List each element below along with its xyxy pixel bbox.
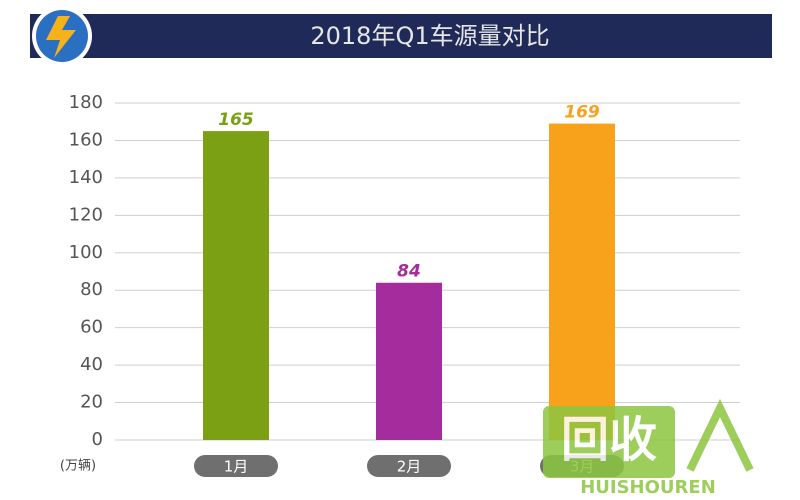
x-tick-label: 1月: [224, 458, 249, 476]
plot: 0204060801001201401601801651月842月1693月: [69, 92, 740, 477]
category-pill: [194, 455, 278, 477]
watermark-shape: [686, 398, 754, 472]
y-tick-label: 140: [69, 167, 103, 188]
x-tick-label: 2月: [397, 458, 422, 476]
watermark-box: [543, 406, 675, 478]
value-label: 84: [397, 262, 421, 282]
y-tick-label: 100: [69, 242, 103, 263]
bar: [549, 123, 615, 440]
y-tick-label: 80: [80, 279, 103, 300]
category-pill: [367, 455, 451, 477]
y-tick-label: 120: [69, 204, 103, 225]
title-bar: [30, 14, 772, 58]
watermark: 回收 HUISHOUREN: [543, 398, 754, 498]
y-tick-label: 20: [80, 392, 103, 413]
y-tick-label: 180: [69, 92, 103, 113]
bar: [376, 282, 442, 440]
y-unit: (万辆): [60, 459, 96, 474]
watermark-subtext: HUISHOUREN: [580, 477, 716, 498]
logo-bolt: [46, 16, 76, 58]
y-tick-label: 160: [69, 129, 103, 150]
watermark-text: 回收: [561, 412, 657, 468]
y-tick-label: 60: [80, 317, 103, 338]
chart-title: 2018年Q1车源量对比: [310, 22, 549, 50]
y-tick-label: 40: [80, 354, 103, 375]
value-label: 169: [564, 103, 600, 123]
y-tick-label: 0: [92, 429, 103, 450]
value-label: 165: [218, 110, 254, 130]
bar: [203, 131, 269, 441]
